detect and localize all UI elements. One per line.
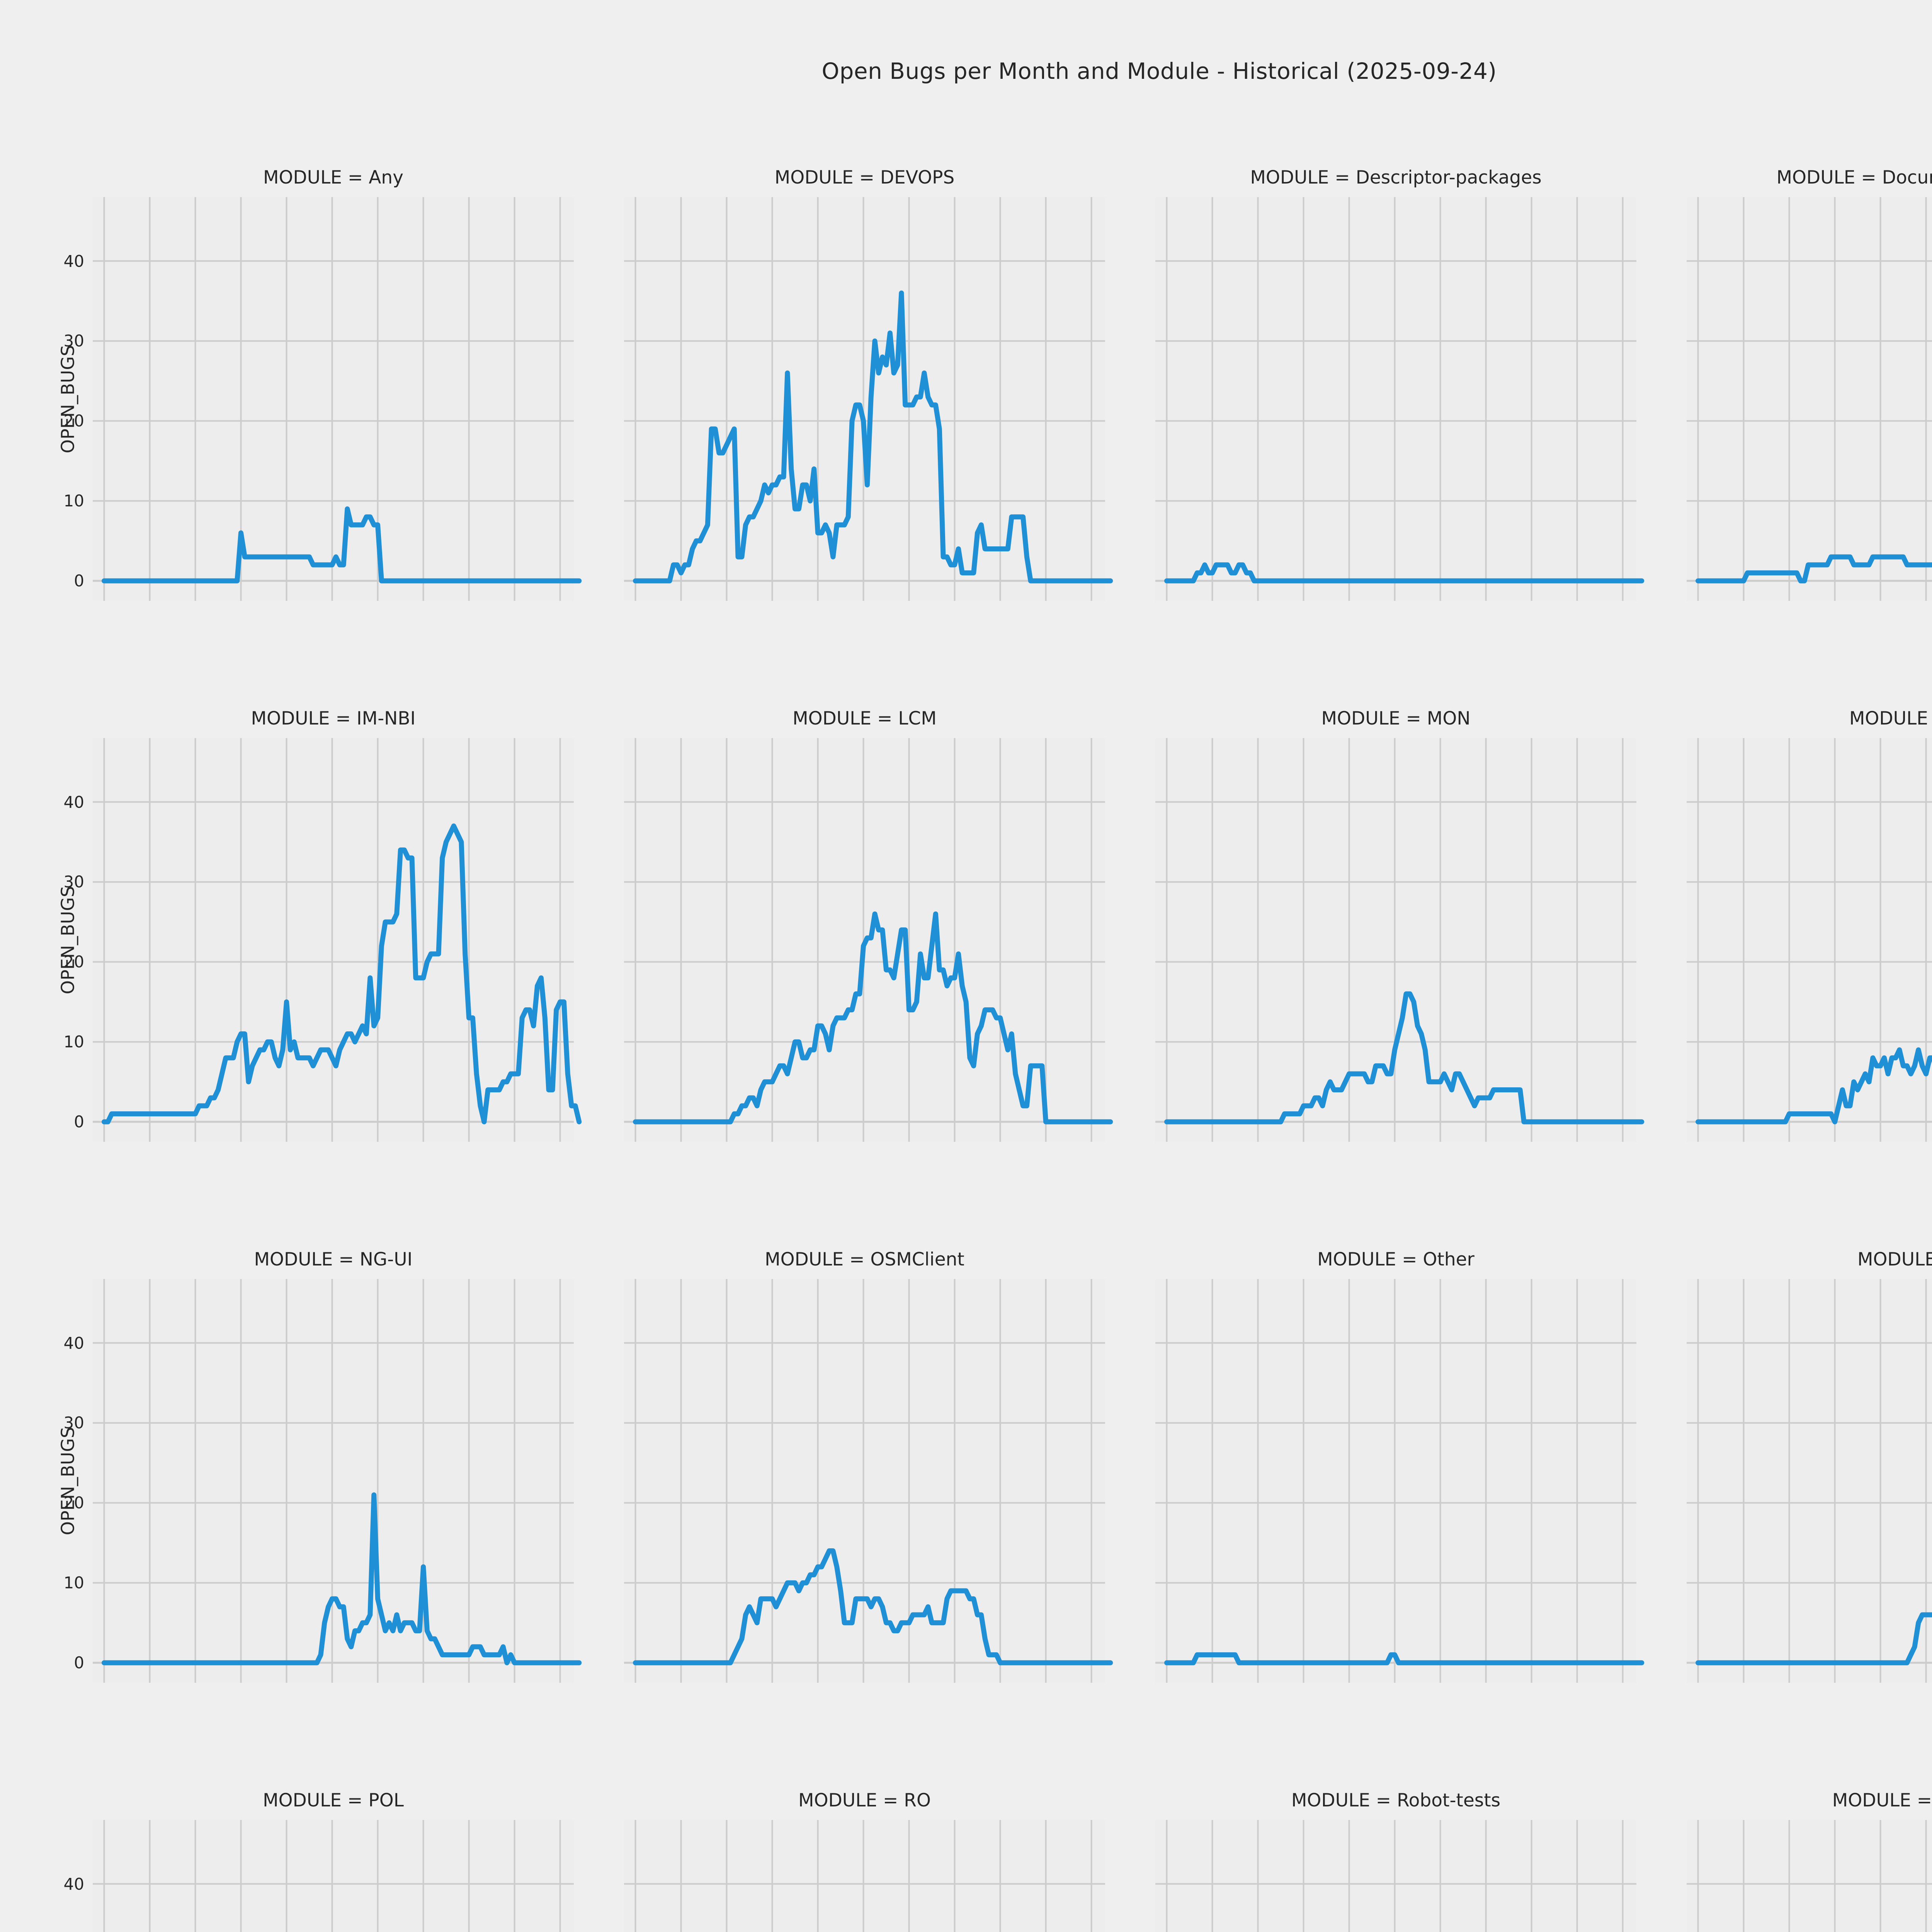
- ytick-label: 10: [63, 491, 84, 510]
- facet-title: MODULE = MON: [1321, 708, 1471, 729]
- plot-area: [1155, 1820, 1636, 1932]
- data-line-pla: [1696, 1612, 1932, 1665]
- data-line-documentation-wiki: [1696, 554, 1932, 583]
- facet-panel-n2vc: MODULE = N2VC: [1687, 708, 1932, 1142]
- facet-panel-other: MODULE = Other: [1155, 1249, 1645, 1683]
- facet-panel-descriptor-packages: MODULE = Descriptor-packages: [1155, 167, 1645, 601]
- plot-area: [624, 1279, 1113, 1683]
- plot-area: [624, 738, 1113, 1142]
- facet-title: MODULE = N2VC: [1849, 708, 1932, 729]
- facet-title: MODULE = Descriptor-packages: [1250, 167, 1542, 188]
- plot-area: [93, 738, 582, 1142]
- plot-area: [93, 1820, 574, 1932]
- facet-panel-mon: MODULE = MON: [1155, 708, 1645, 1142]
- facet-title: MODULE = IM-NBI: [251, 708, 416, 729]
- facet-title: MODULE = Robot-tests: [1291, 1790, 1501, 1811]
- ytick-label: 10: [63, 1573, 84, 1592]
- ytick-label: 10: [63, 1032, 84, 1051]
- y-axis-label: OPEN_BUGS: [57, 1427, 78, 1535]
- facet-panel-documentation-wiki: MODULE = Documentation / Wiki: [1687, 167, 1932, 601]
- facet-title: MODULE = NG-UI: [254, 1249, 413, 1270]
- ytick-label: 40: [63, 793, 84, 812]
- facet-panel-robot-tests: MODULE = Robot-tests20162017201820192020…: [1155, 1790, 1636, 1932]
- plot-area: [1155, 738, 1645, 1142]
- plot-area: [93, 1279, 582, 1683]
- ytick-label: 20: [63, 411, 84, 430]
- facet-title: MODULE = OSMClient: [765, 1249, 964, 1270]
- ytick-label: 30: [63, 872, 84, 891]
- plot-area: [1687, 1279, 1932, 1683]
- data-line-devops: [633, 290, 1113, 583]
- ytick-label: 20: [63, 952, 84, 971]
- plot-area: [1687, 738, 1932, 1142]
- facet-panel-pol: MODULE = POL010203040OPEN_BUGS: [64, 1790, 574, 1932]
- data-line-im-nbi: [102, 823, 582, 1124]
- ytick-label: 0: [74, 1112, 84, 1131]
- facet-title: MODULE = Other: [1317, 1249, 1475, 1270]
- data-line-mon: [1164, 991, 1645, 1124]
- data-line-descriptor-packages: [1164, 562, 1645, 583]
- data-line-any: [102, 506, 582, 583]
- plot-area: [1155, 197, 1645, 601]
- facet-panel-osmclient: MODULE = OSMClient: [624, 1249, 1113, 1683]
- facet-title: MODULE = LCM: [793, 708, 937, 729]
- data-line-lcm: [633, 911, 1113, 1124]
- ytick-label: 40: [63, 252, 84, 271]
- plot-area: [1155, 1279, 1645, 1683]
- plot-area: [1687, 1820, 1932, 1932]
- figure-title: Open Bugs per Month and Module - Histori…: [821, 58, 1497, 84]
- facet-panel-ng-ui: MODULE = NG-UI 0 10 20 30 40 OPEN_BUGS: [57, 1249, 582, 1683]
- y-axis-label: OPEN_BUGS: [57, 345, 78, 453]
- y-axis-label: OPEN_BUGS: [57, 886, 78, 994]
- facet-title: MODULE = DEVOPS: [774, 167, 955, 188]
- ytick-label: 30: [63, 1413, 84, 1432]
- data-line-other: [1164, 1652, 1645, 1665]
- facet-title: MODULE = PLA: [1857, 1249, 1932, 1270]
- facet-title: MODULE = POL: [263, 1790, 404, 1811]
- facet-panel-devops: MODULE = DEVOPS: [624, 167, 1113, 601]
- data-line-osmclient: [633, 1548, 1113, 1665]
- facet-panel-pla: MODULE = PLA: [1687, 1249, 1932, 1683]
- facet-panel-ro: MODULE = RO20162017201820192020202120222…: [624, 1790, 1105, 1932]
- ytick-label: 40: [63, 1874, 84, 1894]
- facet-panel-any: MODULE = Any 0 10 20 30 40 OPEN_BUGS: [57, 167, 582, 601]
- plot-area: [624, 1820, 1105, 1932]
- ytick-label: 20: [63, 1493, 84, 1512]
- data-line-n2vc: [1696, 1047, 1932, 1124]
- facet-title: MODULE = RO: [798, 1790, 931, 1811]
- plot-area: [93, 197, 582, 601]
- facet-panel-unknown: MODULE = Unknown201620172018201920202021…: [1687, 1790, 1932, 1932]
- plot-area: [624, 197, 1113, 601]
- facet-title: MODULE = Unknown: [1832, 1790, 1932, 1811]
- ytick-label: 30: [63, 331, 84, 350]
- plot-area: [1687, 197, 1932, 601]
- facet-title: MODULE = Any: [263, 167, 404, 188]
- facet-title: MODULE = Documentation / Wiki: [1776, 167, 1932, 188]
- facet-panel-im-nbi: MODULE = IM-NBI 0 10 20 30 40 OPEN_BUGS: [57, 708, 582, 1142]
- facet-panel-lcm: MODULE = LCM: [624, 708, 1113, 1142]
- ytick-label: 40: [63, 1333, 84, 1353]
- ytick-label: 0: [74, 571, 84, 590]
- ytick-label: 0: [74, 1653, 84, 1672]
- data-line-ng-ui: [102, 1492, 582, 1665]
